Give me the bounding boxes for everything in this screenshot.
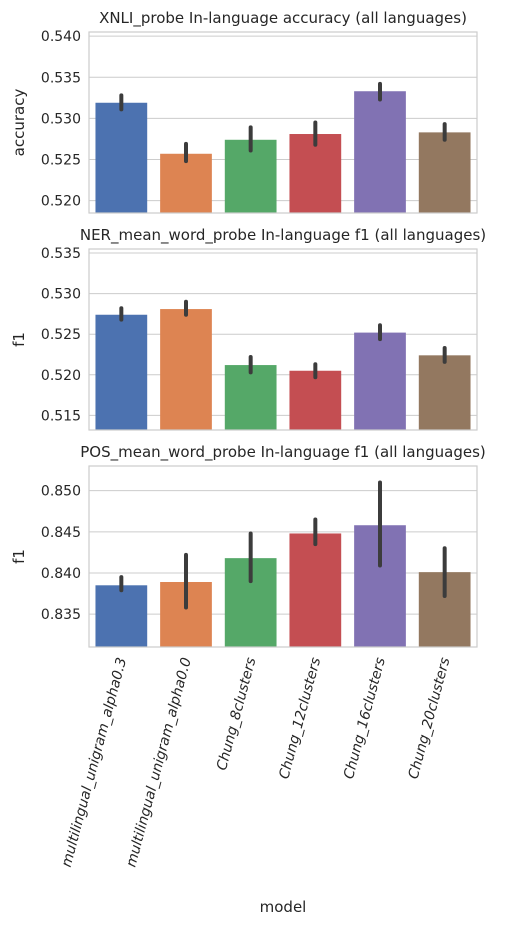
xnli-bar: [160, 153, 212, 213]
xnli-ytick-label: 0.525: [41, 153, 81, 169]
pos-bar: [95, 585, 148, 647]
pos-panel: 0.835 0.840 0.845 0.850 POS_mean_word_probe …: [10, 443, 486, 916]
ner-bar: [95, 314, 148, 430]
xnli-ytick-label: 0.530: [41, 111, 81, 127]
ner-ytick-label: 0.535: [41, 246, 81, 262]
pos-axes-frame: [88, 465, 478, 648]
ner-y-axis-label: f1: [10, 332, 28, 347]
pos-bar: [289, 533, 342, 647]
ner-ytick-label: 0.530: [41, 287, 81, 303]
ner-ytick-label: 0.520: [41, 368, 81, 384]
xnli-ytick-label: 0.520: [41, 194, 81, 210]
xnli-chart-title: XNLI_probe In-language accuracy (all lan…: [99, 9, 467, 28]
ner-bar: [224, 365, 277, 430]
ner-panel: 0.515 0.520 0.525 0.530 0.535NER_mean_word_p…: [10, 226, 486, 431]
pos-ytick-label: 0.850: [41, 484, 81, 500]
pos-xtick-label: Chung_16clusters: [341, 656, 389, 781]
ner-axes-frame: [88, 248, 478, 431]
pos-ytick-label: 0.840: [41, 566, 81, 582]
ner-chart-title: NER_mean_word_probe In-language f1 (all …: [80, 226, 486, 245]
ner-bar: [418, 355, 471, 430]
xnli-ytick-label: 0.540: [41, 29, 81, 45]
xnli-axes-frame: [88, 31, 478, 214]
pos-xtick-label: multilingual_unigram_alpha0.0: [123, 656, 194, 869]
pos-y-axis-label: f1: [10, 549, 28, 564]
ner-ytick-label: 0.515: [41, 408, 81, 424]
xnli-bar: [95, 102, 148, 213]
pos-xtick-label: Chung_8clusters: [214, 656, 260, 772]
xnli-y-axis-label: accuracy: [10, 89, 28, 157]
ner-bar: [289, 370, 342, 430]
xnli-panel: 0.520 0.525 0.530 0.535 0.540 XNLI_probe In-l…: [10, 9, 478, 214]
pos-xtick-label: multilingual_unigram_alpha0.3: [59, 656, 130, 869]
pos-xtick-label: Chung_20clusters: [406, 656, 454, 781]
pos-ytick-label: 0.835: [41, 607, 81, 623]
ner-ytick-label: 0.525: [41, 327, 81, 343]
x-axis-label: model: [260, 898, 307, 916]
ner-bar: [354, 332, 406, 430]
pos-chart-title: POS_mean_word_probe In-language f1 (all …: [80, 443, 486, 462]
pos-xtick-label: Chung_12clusters: [276, 656, 324, 781]
xnli-bar: [354, 91, 406, 213]
xnli-ytick-label: 0.535: [41, 70, 81, 86]
xnli-bar: [418, 132, 471, 213]
pos-ytick-label: 0.845: [41, 525, 81, 541]
xnli-bar: [289, 134, 342, 213]
ner-bar: [160, 309, 212, 430]
